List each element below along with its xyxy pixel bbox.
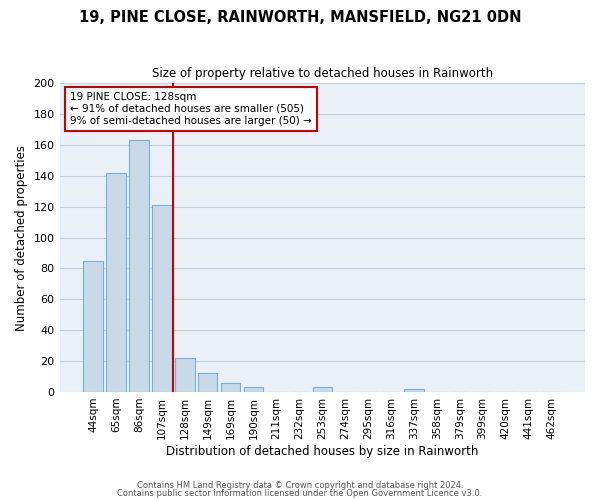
Text: 19 PINE CLOSE: 128sqm
← 91% of detached houses are smaller (505)
9% of semi-deta: 19 PINE CLOSE: 128sqm ← 91% of detached … — [70, 92, 312, 126]
Bar — [129, 140, 149, 392]
Text: 19, PINE CLOSE, RAINWORTH, MANSFIELD, NG21 0DN: 19, PINE CLOSE, RAINWORTH, MANSFIELD, NG… — [79, 10, 521, 25]
Bar — [198, 374, 217, 392]
X-axis label: Distribution of detached houses by size in Rainworth: Distribution of detached houses by size … — [166, 444, 478, 458]
Y-axis label: Number of detached properties: Number of detached properties — [15, 144, 28, 330]
Bar — [152, 205, 172, 392]
Bar — [83, 260, 103, 392]
Bar — [244, 388, 263, 392]
Bar — [221, 382, 241, 392]
Bar — [106, 172, 126, 392]
Text: Contains public sector information licensed under the Open Government Licence v3: Contains public sector information licen… — [118, 488, 482, 498]
Text: Contains HM Land Registry data © Crown copyright and database right 2024.: Contains HM Land Registry data © Crown c… — [137, 481, 463, 490]
Bar — [313, 388, 332, 392]
Title: Size of property relative to detached houses in Rainworth: Size of property relative to detached ho… — [152, 68, 493, 80]
Bar — [404, 389, 424, 392]
Bar — [175, 358, 194, 392]
